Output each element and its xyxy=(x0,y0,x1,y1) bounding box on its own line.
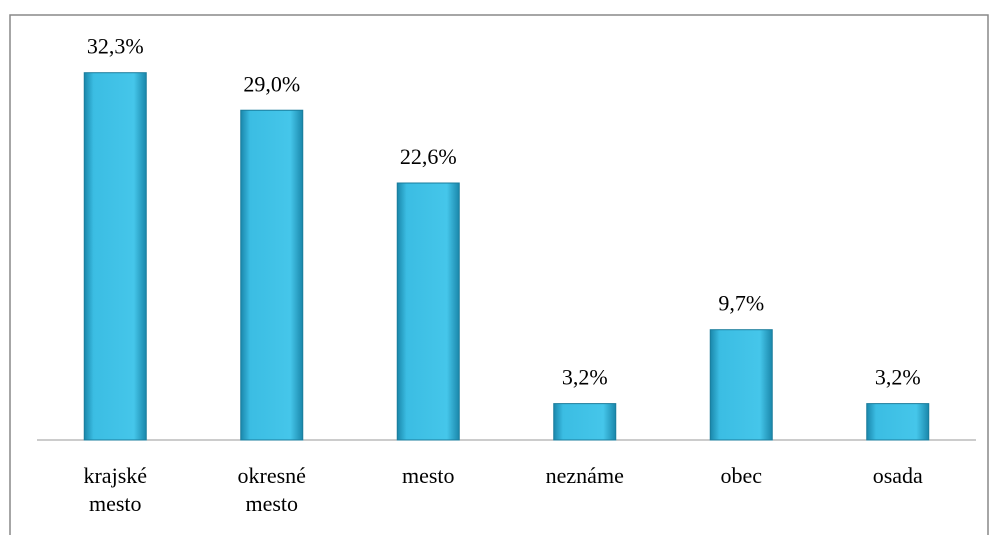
data-label: 3,2% xyxy=(562,365,608,390)
bar xyxy=(83,72,147,441)
data-label: 3,2% xyxy=(875,365,921,390)
x-tick-label: okresné mesto xyxy=(237,463,306,516)
x-tick-label: krajské mesto xyxy=(83,463,148,516)
x-tick-label: neznáme xyxy=(545,463,624,488)
x-tick-label: mesto xyxy=(401,463,455,488)
bar xyxy=(553,403,617,441)
bar xyxy=(709,329,773,441)
bar xyxy=(240,109,304,441)
data-label: 22,6% xyxy=(400,144,457,169)
data-label: 29,0% xyxy=(243,71,300,96)
chart-border xyxy=(9,14,989,535)
bar xyxy=(866,403,930,441)
x-tick-label: osada xyxy=(872,463,923,488)
data-label: 32,3% xyxy=(87,34,144,59)
data-label: 9,7% xyxy=(718,291,764,316)
x-tick-label: obec xyxy=(720,463,763,488)
bar xyxy=(396,182,460,441)
